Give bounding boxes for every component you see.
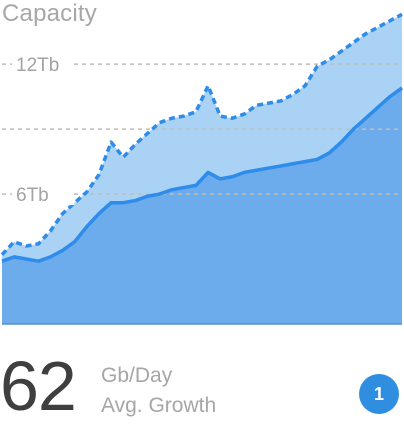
line-layer xyxy=(0,12,404,263)
series-upper-line xyxy=(0,12,403,256)
growth-label: Avg. Growth xyxy=(101,394,217,417)
growth-unit: Gb/Day xyxy=(101,364,173,387)
series-lower-line xyxy=(1,86,404,263)
y-tick-label-bg xyxy=(12,183,74,206)
capacity-chart-container: 6Tb 12Tb xyxy=(0,12,404,325)
tick-layer: 6Tb 12Tb xyxy=(12,53,74,206)
widget-title: Capacity xyxy=(2,0,97,27)
capacity-chart: 6Tb 12Tb xyxy=(0,12,404,325)
y-tick-label-bg xyxy=(12,53,74,76)
notification-badge[interactable]: 1 xyxy=(359,374,399,414)
y-tick-label: 12Tb xyxy=(16,55,59,76)
area-layer xyxy=(2,14,402,325)
series-lower-area xyxy=(2,87,402,325)
growth-value: 62 xyxy=(0,347,77,425)
y-tick-label: 6Tb xyxy=(16,185,49,206)
